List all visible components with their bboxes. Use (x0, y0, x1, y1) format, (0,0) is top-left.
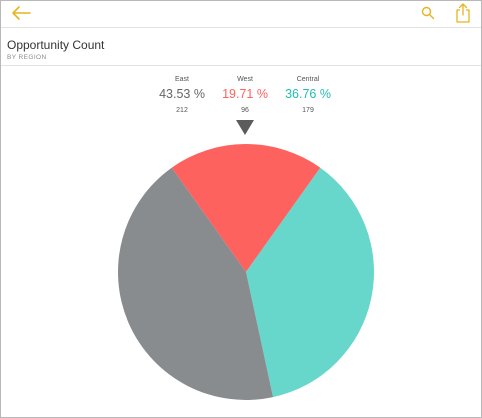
visual-header: Opportunity Count BY REGION (1, 28, 481, 66)
legend-count-west: 96 (241, 107, 249, 114)
top-toolbar (1, 1, 481, 28)
selection-pointer (236, 120, 254, 135)
legend-name-east: East (175, 76, 189, 83)
arrow-left-icon (13, 7, 30, 19)
legend-percent-west: 19.71 % (222, 87, 268, 101)
legend-count-central: 179 (302, 107, 314, 114)
share-button[interactable] (455, 2, 471, 24)
search-button[interactable] (420, 5, 436, 21)
legend-percent-central: 36.76 % (285, 87, 331, 101)
search-icon (423, 8, 434, 19)
legend-name-central: Central (297, 76, 320, 83)
legend-name-west: West (237, 76, 253, 83)
page-subtitle: BY REGION (7, 54, 47, 61)
legend-percent-east: 43.53 % (159, 87, 205, 101)
pie-chart: East 43.53 % 212 West 19.71 % 96 Central 36.76 … (1, 65, 481, 417)
back-button[interactable] (10, 4, 32, 22)
legend-count-east: 212 (176, 107, 188, 114)
page-title: Opportunity Count (7, 38, 104, 52)
share-icon (457, 4, 469, 22)
